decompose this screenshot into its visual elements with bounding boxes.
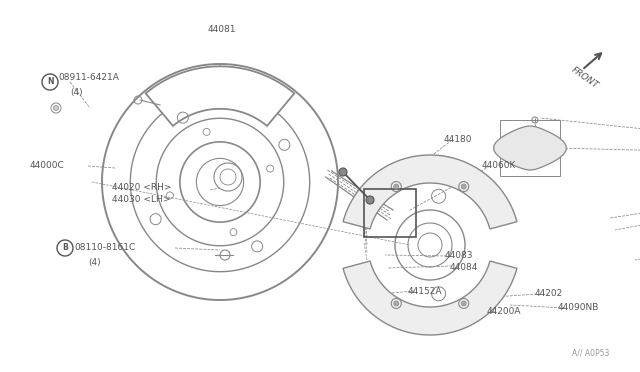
Text: 44020 <RH>: 44020 <RH> [112, 183, 172, 192]
Polygon shape [461, 184, 467, 189]
Polygon shape [394, 301, 399, 306]
Text: 44152A: 44152A [408, 286, 442, 295]
Polygon shape [54, 106, 58, 110]
Polygon shape [146, 66, 294, 126]
Polygon shape [461, 301, 467, 306]
Text: 08110-8161C: 08110-8161C [74, 244, 135, 253]
Text: (4): (4) [88, 257, 100, 266]
Text: 44084: 44084 [450, 263, 478, 273]
Text: 44030 <LH>: 44030 <LH> [112, 196, 170, 205]
Polygon shape [394, 184, 399, 189]
Text: 08911-6421A: 08911-6421A [58, 74, 119, 83]
Text: (4): (4) [70, 87, 83, 96]
Polygon shape [339, 168, 347, 176]
Text: N: N [47, 77, 53, 87]
Polygon shape [343, 155, 517, 229]
Text: FRONT: FRONT [570, 65, 600, 90]
Text: 44090NB: 44090NB [558, 304, 600, 312]
Polygon shape [366, 196, 374, 204]
Text: 44202: 44202 [535, 289, 563, 298]
Text: 44083: 44083 [445, 251, 474, 260]
Bar [500, 120, 560, 176]
Text: A// A0P53: A// A0P53 [572, 349, 609, 358]
Text: 44000C: 44000C [30, 161, 65, 170]
Text: 44180: 44180 [444, 135, 472, 144]
Text: 44060K: 44060K [482, 161, 516, 170]
Bar [364, 189, 416, 237]
Text: B: B [62, 244, 68, 253]
Polygon shape [343, 261, 517, 335]
Polygon shape [493, 126, 566, 170]
Text: 44081: 44081 [208, 26, 237, 35]
Text: 44200A: 44200A [487, 308, 522, 317]
